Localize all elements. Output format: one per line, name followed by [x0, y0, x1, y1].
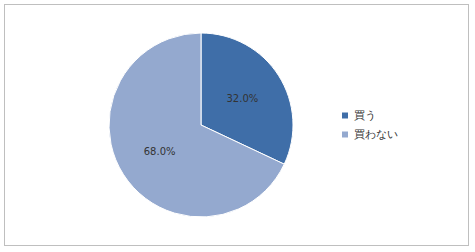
svg-text:買う: 買う [354, 109, 376, 122]
svg-text:68.0%: 68.0% [144, 146, 176, 157]
svg-text:32.0%: 32.0% [226, 93, 258, 104]
svg-text:買わない: 買わない [354, 128, 398, 141]
